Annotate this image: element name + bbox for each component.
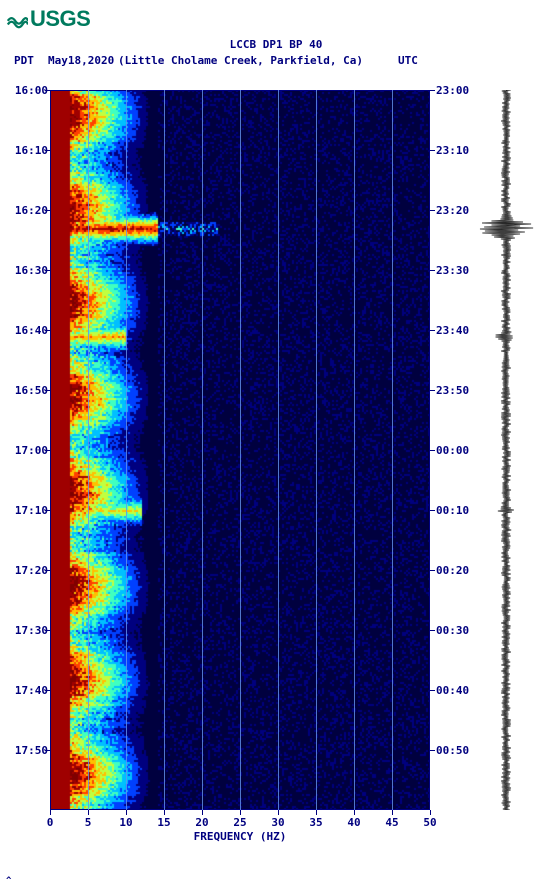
y-tick-label-right: 00:30	[436, 624, 469, 637]
y-tick-label-left: 16:10	[6, 144, 48, 157]
y-tick-mark-right	[430, 630, 435, 631]
y-tick-label-right: 23:30	[436, 264, 469, 277]
location-label: (Little Cholame Creek, Parkfield, Ca)	[118, 54, 363, 67]
x-tick-label: 50	[418, 816, 442, 829]
y-tick-label-right: 00:20	[436, 564, 469, 577]
x-tick-mark	[430, 810, 431, 815]
x-tick-label: 35	[304, 816, 328, 829]
gridline	[88, 90, 89, 810]
y-tick-label-left: 17:30	[6, 624, 48, 637]
seismogram-path	[480, 90, 533, 810]
x-tick-mark	[354, 810, 355, 815]
gridline	[392, 90, 393, 810]
y-tick-label-right: 00:40	[436, 684, 469, 697]
y-tick-mark-right	[430, 390, 435, 391]
x-tick-label: 25	[228, 816, 252, 829]
y-tick-label-right: 00:00	[436, 444, 469, 457]
y-tick-mark-right	[430, 210, 435, 211]
wave-icon	[6, 8, 28, 30]
x-tick-mark	[316, 810, 317, 815]
y-tick-label-left: 17:20	[6, 564, 48, 577]
y-tick-mark-right	[430, 750, 435, 751]
x-tick-mark	[240, 810, 241, 815]
x-tick-mark	[164, 810, 165, 815]
x-tick-mark	[50, 810, 51, 815]
y-tick-label-left: 17:00	[6, 444, 48, 457]
y-tick-mark-right	[430, 690, 435, 691]
y-tick-label-left: 17:50	[6, 744, 48, 757]
x-tick-mark	[392, 810, 393, 815]
y-tick-label-right: 23:20	[436, 204, 469, 217]
y-tick-label-left: 16:00	[6, 84, 48, 97]
y-tick-label-right: 23:50	[436, 384, 469, 397]
x-tick-label: 10	[114, 816, 138, 829]
x-tick-label: 5	[76, 816, 100, 829]
gridline	[164, 90, 165, 810]
x-tick-mark	[278, 810, 279, 815]
y-tick-label-left: 16:20	[6, 204, 48, 217]
y-tick-label-right: 23:00	[436, 84, 469, 97]
gridline	[240, 90, 241, 810]
x-tick-mark	[126, 810, 127, 815]
chart-title: LCCB DP1 BP 40	[0, 38, 552, 51]
y-tick-mark-right	[430, 570, 435, 571]
y-tick-label-right: 00:50	[436, 744, 469, 757]
y-tick-label-right: 23:40	[436, 324, 469, 337]
y-tick-mark-right	[430, 150, 435, 151]
y-tick-mark-right	[430, 510, 435, 511]
x-tick-mark	[88, 810, 89, 815]
y-tick-label-left: 16:50	[6, 384, 48, 397]
x-tick-label: 15	[152, 816, 176, 829]
y-tick-label-left: 17:10	[6, 504, 48, 517]
y-tick-mark-right	[430, 90, 435, 91]
gridline	[316, 90, 317, 810]
ground-caret: ^	[6, 876, 11, 886]
y-tick-label-left: 16:40	[6, 324, 48, 337]
x-tick-label: 0	[38, 816, 62, 829]
pdt-label: PDT	[14, 54, 34, 67]
seismogram-trace	[470, 90, 542, 810]
x-tick-label: 45	[380, 816, 404, 829]
x-tick-label: 20	[190, 816, 214, 829]
gridline	[202, 90, 203, 810]
x-axis-label: FREQUENCY (HZ)	[50, 830, 430, 843]
usgs-text: USGS	[30, 6, 90, 32]
date-label: May18,2020	[48, 54, 114, 67]
y-tick-mark-right	[430, 450, 435, 451]
gridline	[278, 90, 279, 810]
x-tick-label: 40	[342, 816, 366, 829]
gridline	[126, 90, 127, 810]
y-tick-mark-right	[430, 270, 435, 271]
y-tick-mark-right	[430, 330, 435, 331]
y-tick-label-right: 23:10	[436, 144, 469, 157]
x-tick-label: 30	[266, 816, 290, 829]
y-tick-label-left: 16:30	[6, 264, 48, 277]
x-tick-mark	[202, 810, 203, 815]
utc-label: UTC	[398, 54, 418, 67]
y-tick-label-right: 00:10	[436, 504, 469, 517]
y-tick-label-left: 17:40	[6, 684, 48, 697]
usgs-logo: USGS	[6, 6, 90, 32]
gridline	[354, 90, 355, 810]
